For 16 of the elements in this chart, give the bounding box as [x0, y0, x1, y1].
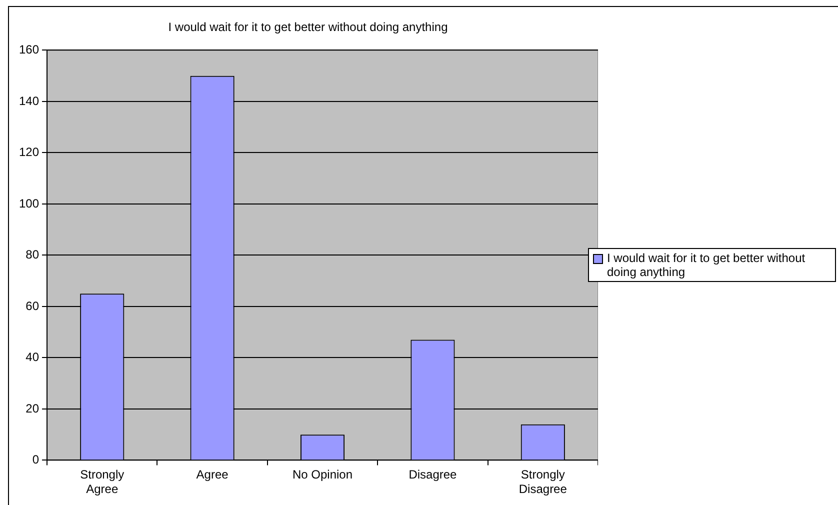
- y-tick-label: 60: [26, 298, 40, 313]
- legend-label: I would wait for it to get better without doing anything: [607, 251, 806, 279]
- y-tick-label: 160: [18, 42, 40, 57]
- x-tick-label: Disagree: [408, 468, 458, 482]
- y-tick-label: 20: [26, 401, 40, 416]
- y-tick-label: 0: [32, 452, 40, 467]
- x-tick-label: Strongly Agree: [80, 468, 124, 496]
- x-tick-label: No Opinion: [292, 468, 353, 482]
- x-tick-label: Agree: [196, 468, 229, 482]
- y-tick-label: 140: [18, 94, 40, 108]
- y-tick-label: 120: [18, 145, 40, 160]
- x-tick-label: Strongly Disagree: [518, 468, 568, 496]
- chart-title: I would wait for it to get better without doing anything: [167, 20, 449, 34]
- y-tick-label: 100: [18, 196, 40, 210]
- y-tick-label: 80: [26, 248, 40, 262]
- y-tick-label: 40: [26, 350, 40, 364]
